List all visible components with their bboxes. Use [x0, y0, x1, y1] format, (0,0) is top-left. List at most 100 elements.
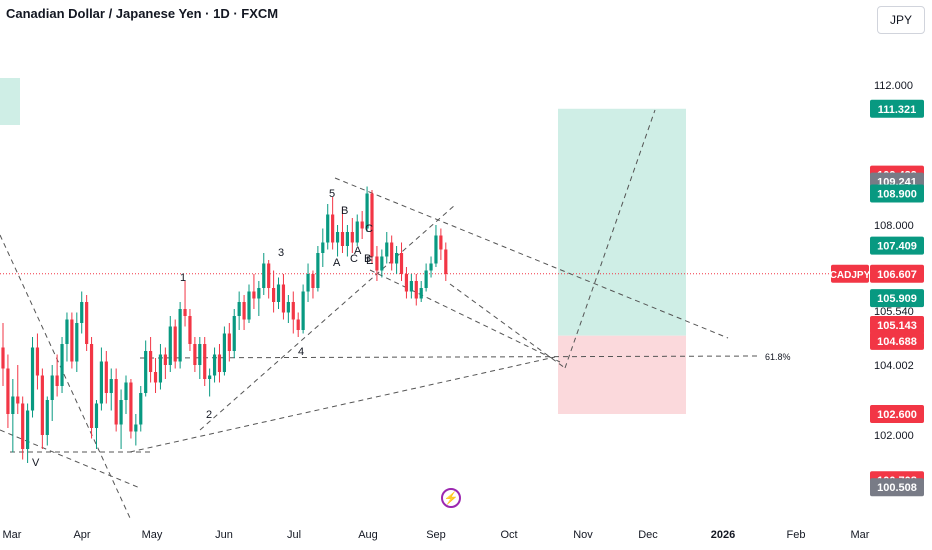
price-label: 104.688	[877, 336, 917, 348]
candle-body	[208, 375, 212, 379]
symbol-tag: CADJPY	[830, 270, 871, 281]
wave-label: B	[364, 253, 371, 265]
wave-label: A	[354, 245, 362, 257]
candle-body	[89, 344, 94, 428]
drawing-lines: 61.8%	[0, 109, 830, 519]
candle-body	[281, 284, 286, 313]
time-tick-label: Oct	[500, 529, 517, 541]
trend-line	[369, 269, 561, 363]
candle-body	[340, 232, 345, 246]
candle-body	[1, 347, 5, 369]
price-label-bg	[870, 315, 924, 334]
lightning-bolt-icon[interactable]: ⚡	[441, 488, 461, 508]
candle-body	[114, 379, 118, 425]
trend-line	[334, 177, 729, 339]
candle-body	[50, 375, 54, 400]
candle-body	[404, 274, 409, 292]
price-tick-label: 112.000	[874, 80, 913, 92]
candle-body	[65, 319, 69, 344]
profit-zone	[558, 108, 686, 336]
price-label-bg	[870, 289, 924, 308]
candle-body	[321, 242, 325, 253]
candle-body	[247, 291, 251, 320]
candle-body	[85, 302, 89, 344]
candle-body	[419, 288, 423, 299]
price-tick-label: 104.002	[874, 360, 914, 372]
wave-label: A	[333, 257, 341, 269]
candle-body	[399, 253, 404, 274]
candle-body	[385, 242, 389, 257]
candle-body	[178, 309, 182, 362]
time-tick-label: Jul	[287, 529, 301, 541]
trend-line	[129, 356, 556, 453]
candle-body	[134, 424, 138, 432]
candle-body	[227, 333, 231, 351]
candle-body	[109, 379, 113, 393]
time-axis[interactable]: Mar Apr May Jun Jul Aug Sep Oct Nov Dec 2026 Feb Mar	[3, 529, 870, 541]
wave-label: C	[365, 223, 373, 235]
candle-body	[55, 375, 59, 386]
price-label-bg	[870, 331, 924, 350]
drawing-object[interactable]	[0, 78, 20, 125]
candle-body	[168, 326, 172, 365]
candle-body	[75, 323, 79, 362]
candle-body	[286, 302, 290, 313]
candle-body	[439, 235, 443, 250]
candle-body	[153, 372, 158, 383]
time-tick-label: Dec	[638, 529, 658, 541]
fib-level-label: 61.8%	[765, 352, 791, 362]
symbol-title: Canadian Dollar / Japanese Yen · 1D · FX…	[6, 6, 279, 21]
candle-body	[242, 302, 246, 320]
candle-body	[212, 354, 217, 376]
candle-body	[306, 274, 310, 292]
candle-body	[331, 214, 335, 243]
candle-body	[40, 375, 44, 435]
time-tick-label: Aug	[358, 529, 378, 541]
candle-body	[232, 316, 236, 351]
wave-label: 5	[329, 188, 335, 200]
time-tick-label: Mar	[3, 529, 22, 541]
time-tick-label: 2026	[711, 529, 735, 541]
candle-body	[144, 351, 148, 393]
candle-body	[21, 403, 25, 449]
price-label-bg	[870, 405, 924, 423]
price-label-bg	[870, 478, 924, 497]
candle-body	[173, 326, 177, 362]
candle-body	[355, 221, 359, 243]
trend-line	[0, 429, 141, 489]
loss-zone	[558, 335, 686, 414]
currency-button[interactable]: JPY	[877, 6, 925, 34]
price-label: 100.508	[877, 482, 917, 494]
candle-body	[6, 368, 10, 414]
candle-body	[183, 309, 187, 316]
wave-label: 1	[180, 272, 186, 284]
price-axis[interactable]: 112.000108.000105.540104.838104.002102.0…	[830, 80, 924, 497]
candle-body	[129, 382, 133, 432]
price-label: 102.600	[877, 409, 917, 421]
candle-body	[99, 361, 103, 404]
wave-label: 2	[206, 409, 212, 421]
candle-body	[139, 393, 143, 425]
candle-body	[276, 284, 281, 302]
candle-body	[335, 232, 340, 243]
candle-body	[316, 253, 320, 288]
candle-body	[345, 232, 349, 246]
candle-body	[291, 302, 295, 320]
wave-label: E	[366, 255, 373, 267]
time-tick-label: Apr	[73, 529, 90, 541]
candle-body	[104, 361, 108, 393]
candle-body	[424, 270, 428, 288]
candle-body	[26, 410, 30, 449]
price-tick-label: 105.540	[874, 306, 914, 318]
candle-body	[35, 347, 40, 376]
candle-body	[198, 344, 202, 365]
candle-body	[429, 263, 433, 271]
candle-body	[11, 396, 15, 414]
time-tick-label: May	[142, 529, 163, 541]
candle-body	[94, 403, 99, 428]
candle-body	[311, 274, 315, 288]
candle-body	[365, 193, 369, 229]
candle-body	[375, 256, 379, 271]
time-tick-label: Sep	[426, 529, 446, 541]
